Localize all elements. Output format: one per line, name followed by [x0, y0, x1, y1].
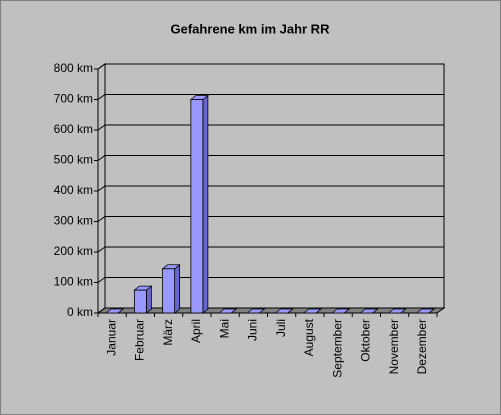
bar-top: [104, 308, 125, 314]
grid-line: [97, 63, 444, 70]
bar-side: [202, 94, 209, 314]
bar-side: [174, 263, 181, 314]
grid-line: [97, 277, 444, 283]
x-tick-label: Juni: [246, 319, 260, 341]
x-tick-label: Januar: [104, 319, 118, 356]
x-tick-label: März: [161, 319, 175, 346]
bar-side: [145, 285, 152, 314]
grid-line: [97, 155, 444, 161]
bar: [133, 289, 147, 314]
x-tick-label: September: [330, 319, 344, 378]
y-tick-label: 600 km: [54, 122, 93, 136]
y-tick-label: 400 km: [54, 183, 93, 197]
grid-line: [97, 216, 444, 222]
y-tick-label: 800 km: [54, 61, 93, 75]
bar-top: [359, 308, 379, 314]
y-tick-label: 0 km: [67, 305, 93, 319]
x-tick-label: April: [189, 319, 203, 343]
bar: [162, 268, 176, 314]
x-tick-label: Februar: [133, 319, 147, 361]
grid-line: [97, 246, 444, 253]
x-tick-label: Dezember: [415, 319, 429, 374]
bar-top: [415, 308, 436, 314]
x-tick-label: Mai: [217, 319, 231, 338]
y-tick-label: 200 km: [54, 244, 93, 258]
x-tick-label: Juli: [274, 319, 288, 337]
bar-top: [217, 308, 238, 314]
x-tick-label: Oktober: [359, 319, 373, 362]
bar-top: [302, 308, 323, 314]
chart-title: Gefahrene km im Jahr RR: [171, 21, 331, 36]
x-tick-label: November: [387, 319, 401, 374]
bar-top: [246, 308, 266, 314]
bar-top: [387, 308, 407, 314]
y-tick-label: 700 km: [54, 92, 93, 106]
x-tick-label: August: [302, 318, 316, 356]
y-tick-label: 300 km: [54, 214, 93, 228]
bar: [190, 99, 204, 314]
grid-line: [97, 307, 444, 314]
bar-top: [274, 308, 294, 314]
grid-line: [97, 124, 444, 131]
bar-top: [330, 308, 351, 314]
grid-line: [97, 94, 444, 100]
y-tick-label: 500 km: [54, 153, 93, 167]
y-tick-label: 100 km: [54, 275, 93, 289]
grid-line: [97, 185, 444, 192]
